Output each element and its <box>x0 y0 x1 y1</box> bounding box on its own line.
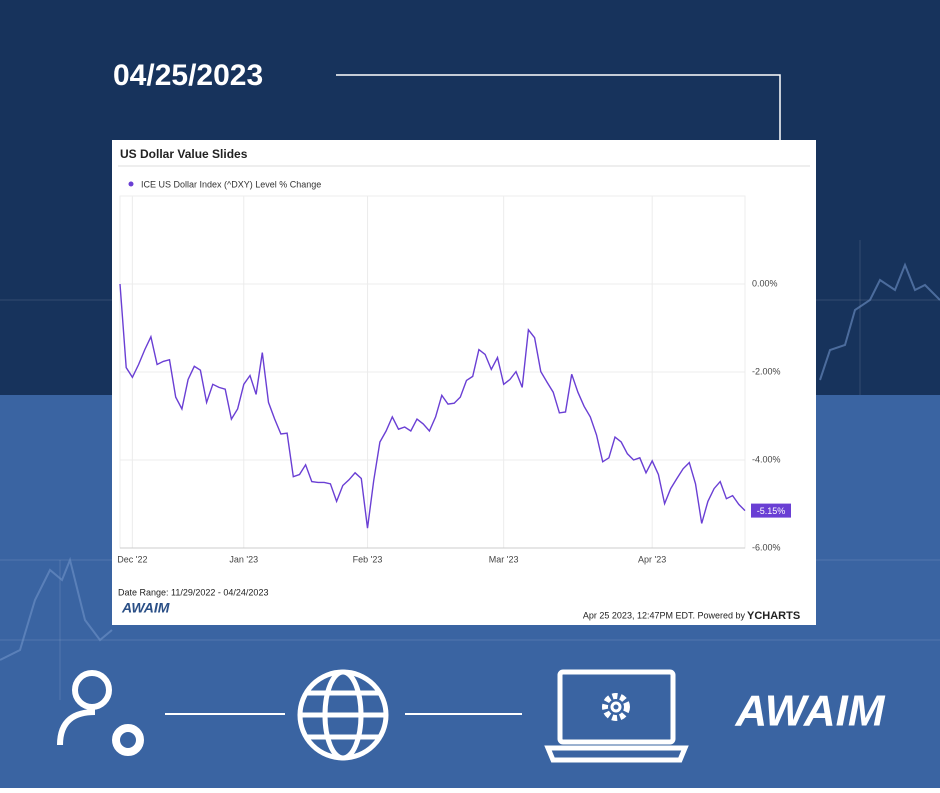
y-tick-label: 0.00% <box>752 278 778 288</box>
decor-line <box>819 262 940 381</box>
timestamp: Apr 25 2023, 12:47PM EDT. Powered by <box>583 610 746 620</box>
globe-icon <box>297 669 389 761</box>
connector <box>336 74 781 140</box>
y-tick-label: -2.00% <box>752 366 781 376</box>
y-tick-label: -4.00% <box>752 454 781 464</box>
chart-card <box>112 140 816 625</box>
data-line <box>119 283 746 529</box>
source-logo: AWAIM <box>121 600 170 616</box>
value-badge <box>751 503 791 518</box>
powered-by: YCHARTS <box>747 610 800 622</box>
x-tick-label: Apr '23 <box>638 554 666 564</box>
legend-label: ICE US Dollar Index (^DXY) Level % Chang… <box>141 179 321 189</box>
header-date: 04/25/2023 <box>113 59 263 92</box>
x-tick-label: Jan '23 <box>229 554 258 564</box>
date-range: Date Range: 11/29/2022 - 04/24/2023 <box>118 587 268 597</box>
legend-marker <box>128 181 134 187</box>
y-tick-label: -6.00% <box>752 542 781 552</box>
chart-title: US Dollar Value Slides <box>120 147 248 161</box>
value-label: -5.15% <box>757 506 786 516</box>
x-tick-label: Dec '22 <box>117 554 147 564</box>
user-icon <box>57 670 144 756</box>
brand-logo: AWAIM <box>734 687 885 736</box>
laptop-icon <box>544 669 689 763</box>
x-tick-label: Feb '23 <box>353 554 383 564</box>
x-tick-label: Mar '23 <box>489 554 519 564</box>
decor-line <box>0 556 113 661</box>
